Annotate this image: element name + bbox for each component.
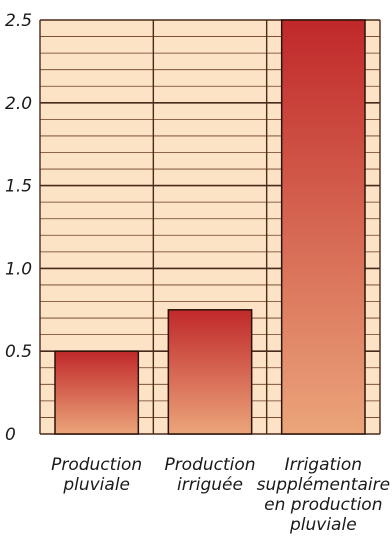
- y-tick-label: 2.0: [5, 94, 32, 114]
- y-tick-label: 0.5: [5, 342, 32, 362]
- x-category-label: Production pluviale: [51, 455, 142, 495]
- y-tick-label: 0: [5, 425, 16, 445]
- y-tick-label: 1.5: [5, 177, 32, 197]
- bars: [54, 19, 366, 435]
- y-tick-label: 2.5: [5, 11, 32, 31]
- x-category-label: Irrigation supplémentaire en production plu…: [257, 455, 390, 535]
- bar-2: [280, 19, 366, 435]
- y-axis-ticks: 0 0.5 1.0 1.5 2.0 2.5: [5, 11, 32, 445]
- x-category-label: Production irriguée: [164, 455, 255, 495]
- x-axis-labels: Production pluviale Production irriguéeIrri…: [51, 455, 390, 535]
- bar-0: [54, 350, 140, 435]
- bar-1: [167, 309, 253, 435]
- y-tick-label: 1.0: [5, 259, 32, 279]
